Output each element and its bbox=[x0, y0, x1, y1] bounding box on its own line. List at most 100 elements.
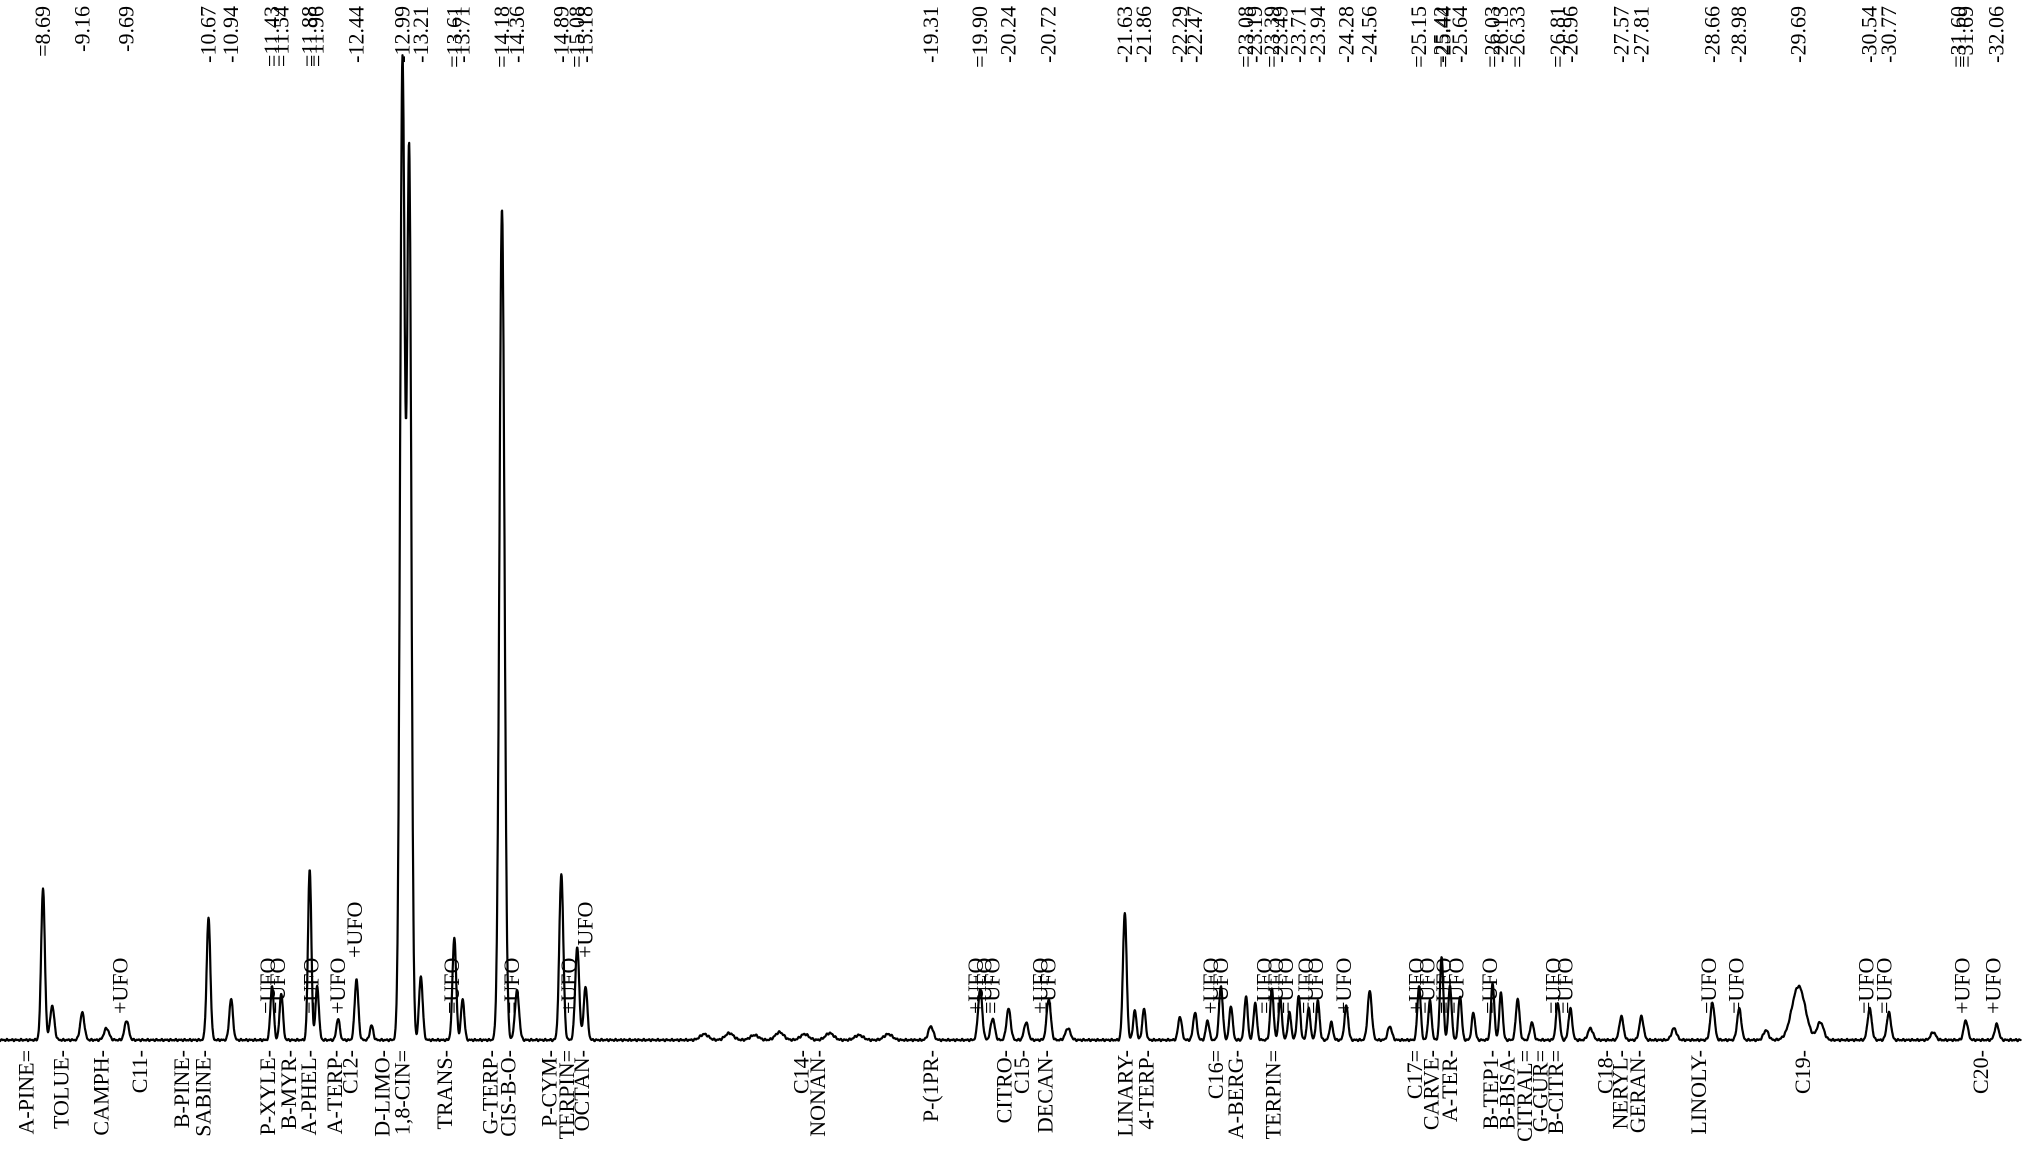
ufo-label: +UFO bbox=[1404, 958, 1429, 1014]
rt-label: -9.69 bbox=[114, 6, 139, 52]
ufo-label: =UFO bbox=[1477, 958, 1502, 1014]
compound-label: NERYL- bbox=[1608, 1050, 1633, 1129]
compound-label: SABINE- bbox=[191, 1050, 216, 1137]
ufo-label: =UFO bbox=[1696, 958, 1721, 1014]
compound-label: LINARY- bbox=[1113, 1050, 1138, 1137]
compound-label: TERPIN= bbox=[554, 1050, 579, 1139]
ufo-label: =UFO bbox=[1273, 958, 1298, 1014]
rt-label: -10.67 bbox=[196, 6, 221, 63]
rt-label: -12.44 bbox=[344, 6, 369, 63]
ufo-label: =UFO bbox=[1263, 958, 1288, 1014]
ufo-label: +UFO bbox=[108, 958, 133, 1014]
rt-label: -21.86 bbox=[1131, 6, 1156, 63]
rt-label: -15.18 bbox=[573, 6, 598, 63]
ufo-label: +UFO bbox=[325, 958, 350, 1014]
rt-label: =11.88 bbox=[297, 6, 322, 67]
rt-label: =23.39 bbox=[1259, 6, 1284, 68]
rt-label: =15.08 bbox=[564, 6, 589, 68]
rt-label: -27.81 bbox=[1628, 6, 1653, 63]
ufo-label: =UFO bbox=[298, 958, 323, 1014]
rt-label: -23.49 bbox=[1267, 6, 1292, 63]
ufo-label: =UFO bbox=[255, 958, 280, 1014]
compound-label: OCTAN- bbox=[569, 1050, 594, 1131]
rt-label: -14.36 bbox=[504, 6, 529, 63]
rt-label: =31.60 bbox=[1945, 6, 1970, 68]
chromatogram-trace bbox=[0, 54, 2022, 1043]
rt-label: -25.64 bbox=[1447, 6, 1472, 63]
ufo-label: =UFO bbox=[1414, 958, 1439, 1014]
ufo-label: =UFO bbox=[1036, 958, 1061, 1014]
compound-label: C17= bbox=[1402, 1050, 1427, 1099]
rt-label: -19.31 bbox=[918, 6, 943, 63]
rt-label: -13.71 bbox=[450, 6, 475, 63]
ufo-label: =UFO bbox=[1853, 958, 1878, 1014]
rt-label: =25.15 bbox=[1406, 6, 1431, 68]
compound-label: B-PINE- bbox=[169, 1050, 194, 1128]
compound-label: A-TERP- bbox=[322, 1050, 347, 1134]
compound-label: NONAN- bbox=[805, 1050, 830, 1137]
compound-label: C18- bbox=[1593, 1050, 1618, 1094]
compound-label: B-CITR= bbox=[1543, 1050, 1568, 1135]
ufo-label: =UFO bbox=[1431, 958, 1456, 1014]
compound-label: A-PHEL- bbox=[296, 1050, 321, 1136]
rt-label: =11.54 bbox=[268, 6, 293, 67]
rt-label: -30.54 bbox=[1857, 6, 1882, 63]
rt-label: =26.33 bbox=[1505, 6, 1530, 68]
compound-label: A-BERG- bbox=[1223, 1050, 1248, 1139]
rt-label: -28.66 bbox=[1700, 6, 1725, 63]
rt-label: =13.61 bbox=[441, 6, 466, 68]
rt-label: =11.43 bbox=[259, 6, 284, 67]
ufo-label: =UFO bbox=[1724, 958, 1749, 1014]
rt-label: =31.69 bbox=[1953, 6, 1978, 68]
rt-label: -23.94 bbox=[1305, 6, 1330, 63]
ufo-label: +UFO bbox=[342, 902, 367, 958]
ufo-label: =UFO bbox=[971, 958, 996, 1014]
rt-label: -13.21 bbox=[408, 6, 433, 63]
ufo-label: =UFO bbox=[265, 958, 290, 1014]
compound-label: C20- bbox=[1968, 1050, 1993, 1094]
rt-label: -25.42 bbox=[1429, 6, 1454, 63]
ufo-label: +UFO bbox=[556, 958, 581, 1014]
ufo-label: +UFO bbox=[1331, 958, 1356, 1014]
compound-label: C15- bbox=[1009, 1050, 1034, 1094]
rt-label: -10.94 bbox=[218, 6, 243, 63]
rt-label: -14.89 bbox=[548, 6, 573, 63]
rt-label: =23.08 bbox=[1233, 6, 1258, 68]
rt-label: -28.98 bbox=[1726, 6, 1751, 63]
rt-label: =8.69 bbox=[30, 6, 55, 57]
compound-label: C14- bbox=[788, 1050, 813, 1094]
ufo-label: =UFO bbox=[1541, 958, 1566, 1014]
rt-label: -30.77 bbox=[1876, 6, 1901, 63]
compound-label: TOLUE- bbox=[48, 1050, 73, 1129]
compound-label: D-LIMO- bbox=[369, 1050, 394, 1137]
rt-label: -24.28 bbox=[1333, 6, 1358, 63]
ufo-label: =UFO bbox=[499, 958, 524, 1014]
compound-label: 1,8-CIN= bbox=[390, 1050, 415, 1135]
rt-label: -24.56 bbox=[1357, 6, 1382, 63]
rt-label: -26.96 bbox=[1557, 6, 1582, 63]
compound-label: G-TERP- bbox=[477, 1050, 502, 1134]
compound-label: C11- bbox=[127, 1050, 152, 1093]
compound-label: CITRAL= bbox=[1512, 1050, 1537, 1142]
rt-label: =11.96 bbox=[303, 6, 328, 67]
compound-label: 4-TERP- bbox=[1134, 1050, 1159, 1129]
rt-label: =26.81 bbox=[1545, 6, 1570, 68]
ufo-label: +UFO bbox=[1198, 958, 1223, 1014]
compound-label: CAMPH- bbox=[89, 1050, 114, 1136]
ufo-label: =UFO bbox=[1552, 958, 1577, 1014]
ufo-label: =UFO bbox=[1208, 958, 1233, 1014]
rt-label: =26.03 bbox=[1480, 6, 1505, 68]
compound-label: DECAN- bbox=[1032, 1050, 1057, 1133]
rt-label: =14.18 bbox=[489, 6, 514, 68]
compound-label: C16= bbox=[1203, 1050, 1228, 1099]
ufo-label: +UFO bbox=[1980, 958, 2005, 1014]
compound-label: P-CYM- bbox=[537, 1050, 562, 1127]
compound-label: B-TEP1- bbox=[1478, 1050, 1503, 1129]
rt-label: -23.71 bbox=[1286, 6, 1311, 63]
rt-label: -22.29 bbox=[1167, 6, 1192, 63]
ufo-label: =UFO bbox=[1872, 958, 1897, 1014]
rt-label: -20.72 bbox=[1036, 6, 1061, 63]
rt-label: -12.99 bbox=[390, 6, 415, 63]
compound-label: C19- bbox=[1790, 1050, 1815, 1094]
